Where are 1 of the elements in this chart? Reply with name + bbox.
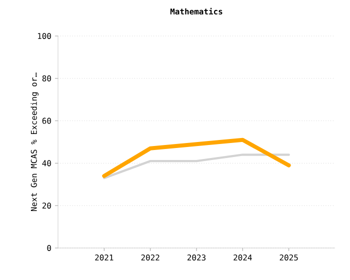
line-series: [102, 138, 291, 178]
